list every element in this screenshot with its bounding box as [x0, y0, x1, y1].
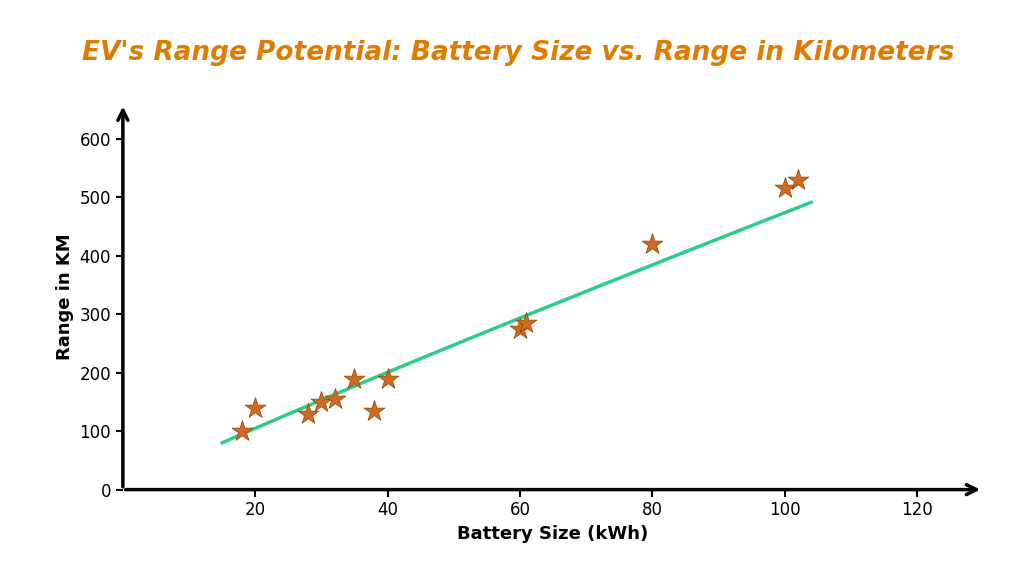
Point — [379, 374, 395, 383]
Text: EV's Range Potential: Battery Size vs. Range in Kilometers: EV's Range Potential: Battery Size vs. R… — [82, 40, 954, 66]
Point — [346, 374, 362, 383]
Point — [776, 184, 793, 193]
Point — [300, 409, 316, 418]
Y-axis label: Range in KM: Range in KM — [56, 233, 74, 360]
Point — [512, 324, 528, 334]
Point — [233, 426, 250, 435]
Point — [327, 395, 343, 404]
Point — [644, 240, 660, 249]
Point — [367, 406, 383, 415]
Point — [518, 319, 535, 328]
Point — [790, 175, 806, 184]
Point — [313, 397, 330, 407]
Point — [247, 403, 263, 412]
X-axis label: Battery Size (kWh): Battery Size (kWh) — [458, 525, 648, 543]
